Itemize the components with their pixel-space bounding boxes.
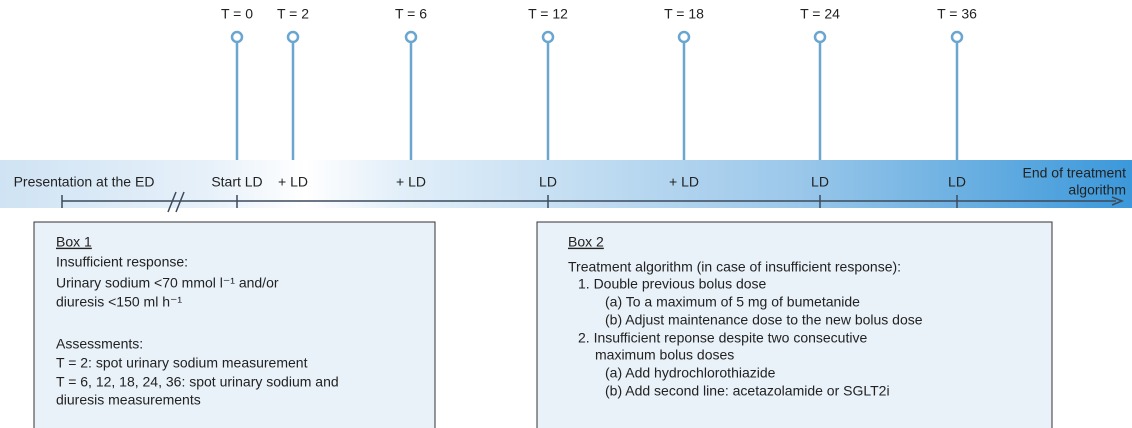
box-title: Box 1 [56, 234, 92, 250]
band-label: LD [539, 174, 557, 190]
box-line: Assessments: [56, 336, 143, 352]
box-line: (b) Add second line: acetazolamide or SG… [605, 383, 890, 399]
pin-head [541, 30, 555, 44]
box-line: (a) Add hydrochlorothiazide [605, 365, 776, 381]
timepoint-label: T = 0 [221, 6, 253, 22]
box-line: (b) Adjust maintenance dose to the new b… [605, 312, 923, 328]
pin-head [813, 30, 827, 44]
pin-head [404, 30, 418, 44]
box-2 [536, 221, 1053, 428]
band-label: + LD [669, 174, 699, 190]
timepoint-label: T = 12 [528, 6, 568, 22]
box-line: T = 2: spot urinary sodium measurement [56, 355, 308, 371]
band-label: + LD [278, 174, 308, 190]
pin-head [230, 30, 244, 44]
timeline-band [0, 160, 1132, 208]
box-1 [33, 221, 436, 428]
box-line: maximum bolus doses [595, 347, 734, 363]
box-line: Insufficient response: [56, 254, 188, 270]
timepoint-label: T = 18 [664, 6, 704, 22]
pin-head [950, 30, 964, 44]
band-label: + LD [396, 174, 426, 190]
band-label: Start LD [211, 174, 262, 190]
box-line: 2. Insufficient reponse despite two cons… [578, 330, 867, 346]
timepoint-label: T = 6 [395, 6, 427, 22]
end-label: algorithm [1068, 182, 1126, 198]
axis-arrow [1111, 196, 1125, 206]
box-line: (a) To a maximum of 5 mg of bumetanide [605, 294, 860, 310]
box-line: Urinary sodium <70 mmol l⁻¹ and/or [56, 275, 279, 291]
timepoint-label: T = 24 [800, 6, 840, 22]
timepoint-label: T = 2 [277, 6, 309, 22]
box-title: Box 2 [568, 234, 604, 250]
axis-break [167, 191, 185, 213]
pin-head [677, 30, 691, 44]
box-line: T = 6, 12, 18, 24, 36: spot urinary sodi… [56, 374, 339, 390]
box-line: Treatment algorithm (in case of insuffic… [568, 259, 901, 275]
band-label: Presentation at the ED [14, 174, 155, 190]
timepoint-label: T = 36 [937, 6, 977, 22]
pin-head [286, 30, 300, 44]
box-line: diuresis <150 ml h⁻¹ [56, 294, 182, 310]
band-label: LD [811, 174, 829, 190]
box-line: diuresis measurements [56, 392, 201, 408]
end-label: End of treatment [1022, 165, 1126, 181]
band-label: LD [948, 174, 966, 190]
box-line: 1. Double previous bolus dose [578, 276, 767, 292]
